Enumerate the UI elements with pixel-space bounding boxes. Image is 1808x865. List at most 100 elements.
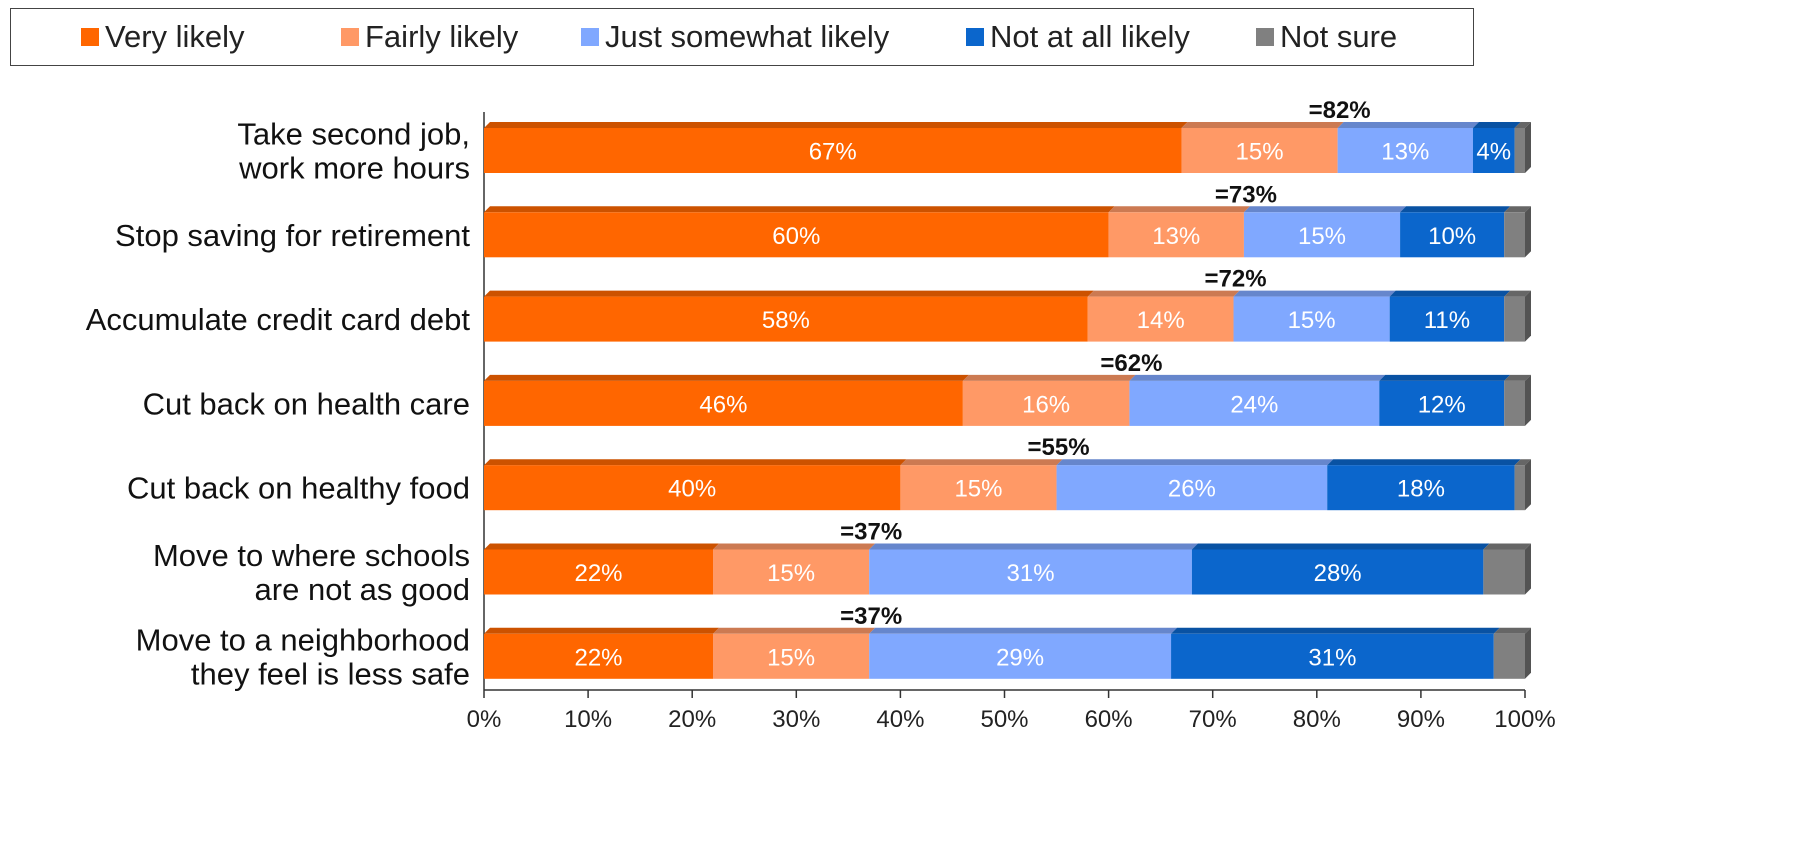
bar-segment-top (1400, 206, 1511, 213)
segment-value-label: 31% (1007, 560, 1055, 587)
bar-segment (1191, 549, 1484, 595)
bar-segment (900, 465, 1057, 511)
bar-segment-top (713, 627, 876, 634)
x-tick-label: 30% (772, 706, 820, 733)
bar-segment-top (1389, 290, 1511, 297)
segment-value-label: 28% (1314, 560, 1362, 587)
bar-segment-top (869, 627, 1178, 634)
bar-segment-top (1087, 290, 1240, 297)
bar-segment-top (1191, 543, 1490, 550)
total-likely-label: =37% (840, 519, 902, 546)
x-tick-label: 20% (668, 706, 716, 733)
legend-item: Fairly likely (341, 19, 518, 55)
legend-label: Not at all likely (990, 19, 1190, 54)
bar-side-face (1525, 459, 1531, 511)
bar-segment-top (1327, 459, 1521, 466)
bar-segment-top (484, 122, 1188, 128)
bar-segment-top (1483, 543, 1531, 550)
legend-label: Not sure (1280, 19, 1398, 54)
segment-value-label: 46% (699, 391, 747, 418)
legend-item: Not sure (1256, 19, 1397, 55)
category-label: Stop saving for retirement (115, 218, 470, 253)
bar-segment-top (1108, 206, 1250, 213)
bar-segment-top (1514, 459, 1531, 466)
segment-value-label: 18% (1397, 476, 1445, 503)
bar-segment-top (484, 543, 720, 550)
bar-segment (1514, 128, 1525, 173)
segment-value-label: 13% (1381, 139, 1429, 166)
segment-value-label: 24% (1230, 391, 1278, 418)
bar-segment-top (484, 374, 969, 381)
x-tick-label: 70% (1189, 706, 1237, 733)
bar-segment (1056, 465, 1328, 511)
category-label-line: work more hours (238, 151, 470, 186)
x-tick-label: 100% (1494, 706, 1555, 733)
bar-side-face (1525, 206, 1531, 258)
category-label: Accumulate credit card debt (86, 302, 471, 337)
bar-segment-top (1472, 122, 1521, 128)
bar-segment (1327, 465, 1515, 511)
bar-segment (1181, 128, 1338, 173)
bar-segment-top (484, 459, 907, 466)
bar-segment-top (962, 374, 1136, 381)
bar-segment-top (1129, 374, 1386, 381)
legend-swatch (581, 28, 599, 46)
bar-segment-top (713, 543, 876, 550)
bar-segment (484, 633, 714, 679)
bar-side-face (1525, 543, 1531, 595)
segment-value-label: 58% (762, 307, 810, 334)
bar-segment (484, 380, 963, 426)
bar-segment (484, 128, 1182, 173)
bar-segment-top (1181, 122, 1344, 128)
segment-value-label: 13% (1152, 223, 1200, 250)
legend-swatch (966, 28, 984, 46)
legend-swatch (1256, 28, 1274, 46)
segment-value-label: 67% (809, 139, 857, 166)
bar-segment-top (1171, 627, 1500, 634)
bar-segment (1379, 380, 1505, 426)
bar-segment (1337, 128, 1473, 173)
segment-value-label: 12% (1418, 391, 1466, 418)
segment-value-label: 15% (954, 476, 1002, 503)
bar-segment (713, 633, 870, 679)
bar-segment (962, 380, 1130, 426)
x-tick-label: 50% (980, 706, 1028, 733)
bar-segment (1389, 296, 1505, 342)
legend-label: Fairly likely (365, 19, 519, 54)
bar-segment (713, 549, 870, 595)
bar-segment (1472, 128, 1515, 173)
bar-segment-top (1504, 374, 1531, 381)
total-likely-label: =73% (1215, 181, 1277, 208)
bar-segment-top (1233, 290, 1396, 297)
segment-value-label: 15% (1298, 223, 1346, 250)
bar-segment-top (1056, 459, 1334, 466)
bar-segment (1233, 296, 1390, 342)
bar-segment (484, 212, 1109, 258)
bar-segment (1504, 380, 1525, 426)
bar-segment-top (1337, 122, 1479, 128)
bar-segment-top (1243, 206, 1407, 213)
segment-value-label: 22% (574, 644, 622, 671)
legend: Very likely Fairly likely Just somewhat li… (10, 8, 1474, 66)
legend-label: Very likely (105, 19, 245, 54)
bar-side-face (1525, 374, 1531, 426)
segment-value-label: 29% (996, 644, 1044, 671)
category-label-line: Move to a neighborhood (136, 622, 470, 657)
bar-segment (1493, 633, 1525, 679)
total-likely-label: =72% (1204, 266, 1266, 293)
bar-segment (869, 549, 1192, 595)
x-tick-label: 80% (1293, 706, 1341, 733)
bar-segment-top (484, 290, 1094, 297)
segment-value-label: 15% (1288, 307, 1336, 334)
category-label-line: Take second job, (237, 117, 470, 152)
bar-segment (1504, 296, 1525, 342)
bar-segment (484, 465, 901, 511)
bar-segment (1243, 212, 1401, 258)
bar-segment-top (900, 459, 1063, 466)
bar-segment (1400, 212, 1505, 258)
bar-segment (1108, 212, 1244, 258)
bar-segment (1171, 633, 1494, 679)
segment-value-label: 4% (1476, 139, 1511, 166)
